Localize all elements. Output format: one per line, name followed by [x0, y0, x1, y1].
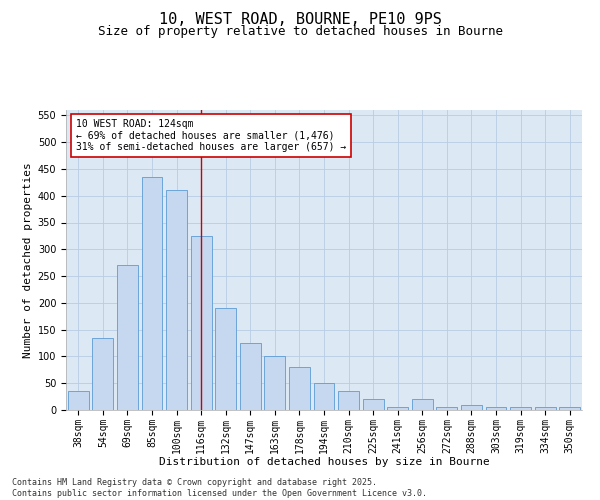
Bar	[166, 190, 187, 410]
Bar	[559, 408, 580, 410]
Bar	[436, 408, 457, 410]
X-axis label: Distribution of detached houses by size in Bourne: Distribution of detached houses by size …	[158, 457, 490, 467]
Bar	[289, 367, 310, 410]
Bar	[142, 177, 163, 410]
Text: 10, WEST ROAD, BOURNE, PE10 9PS: 10, WEST ROAD, BOURNE, PE10 9PS	[158, 12, 442, 28]
Bar	[510, 408, 531, 410]
Bar	[412, 400, 433, 410]
Bar	[191, 236, 212, 410]
Text: 10 WEST ROAD: 124sqm
← 69% of detached houses are smaller (1,476)
31% of semi-de: 10 WEST ROAD: 124sqm ← 69% of detached h…	[76, 119, 347, 152]
Bar	[338, 391, 359, 410]
Text: Contains HM Land Registry data © Crown copyright and database right 2025.
Contai: Contains HM Land Registry data © Crown c…	[12, 478, 427, 498]
Bar	[92, 338, 113, 410]
Y-axis label: Number of detached properties: Number of detached properties	[23, 162, 34, 358]
Bar	[117, 266, 138, 410]
Bar	[362, 400, 383, 410]
Bar	[461, 404, 482, 410]
Bar	[535, 408, 556, 410]
Bar	[265, 356, 286, 410]
Bar	[240, 343, 261, 410]
Bar	[68, 391, 89, 410]
Bar	[485, 408, 506, 410]
Bar	[314, 383, 334, 410]
Bar	[387, 408, 408, 410]
Text: Size of property relative to detached houses in Bourne: Size of property relative to detached ho…	[97, 25, 503, 38]
Bar	[215, 308, 236, 410]
